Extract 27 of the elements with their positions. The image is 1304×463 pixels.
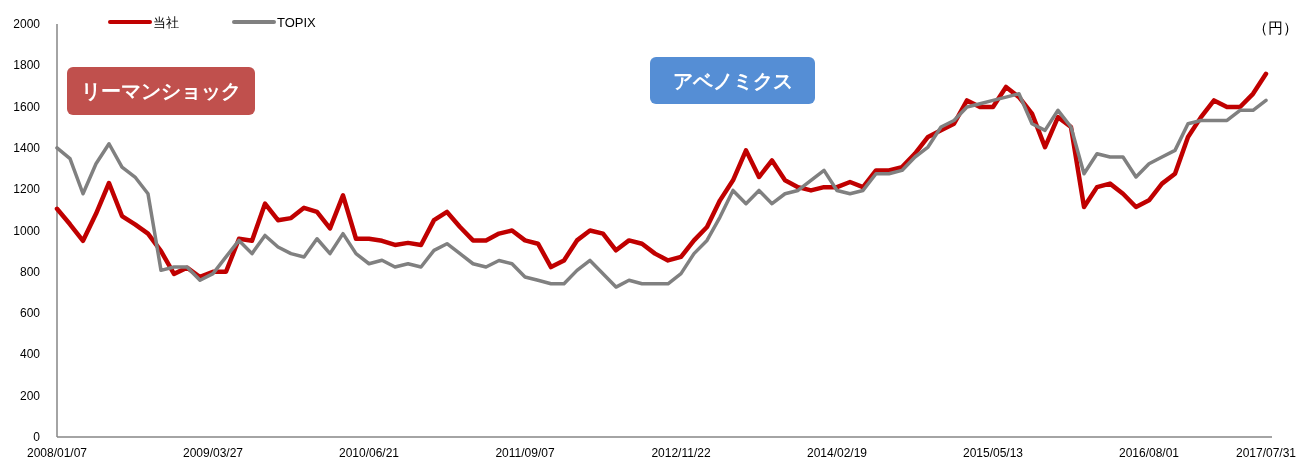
x-tick-label: 2012/11/22	[651, 446, 711, 460]
y-tick-label: 0	[33, 430, 41, 444]
x-tick-label: 2014/02/19	[806, 446, 868, 460]
legend-label: 当社	[153, 15, 179, 30]
x-tick-label: 2009/03/27	[182, 446, 244, 460]
y-tick-label: 800	[19, 264, 41, 279]
y-axis-title: （円）	[1253, 19, 1298, 36]
y-tick-label: 200	[19, 388, 41, 403]
annotation: リーマンショック	[81, 80, 241, 102]
y-tick-label: 1200	[13, 182, 41, 197]
legend-label: TOPIX	[277, 15, 317, 30]
x-tick-label: 2015/05/13	[962, 446, 1024, 460]
x-tick-label: 2017/07/31	[1235, 446, 1297, 460]
y-tick-label: 1800	[13, 58, 41, 73]
y-tick-label: 1600	[13, 99, 41, 114]
y-tick-label: 2000	[13, 17, 41, 31]
annotation: アベノミクス	[650, 57, 815, 104]
x-tick-label: 2008/01/07	[26, 446, 88, 460]
y-tick-label: 400	[19, 347, 41, 362]
y-tick-label: 600	[19, 306, 41, 321]
annotation: リーマンショック	[67, 67, 255, 115]
x-tick-label: 2016/08/01	[1118, 446, 1180, 460]
x-tick-label: 2011/09/07	[495, 446, 555, 460]
y-tick-label: 1400	[13, 140, 41, 155]
annotation: アベノミクス	[672, 69, 793, 92]
y-tick-label: 1000	[13, 223, 41, 238]
x-tick-label: 2010/06/21	[338, 446, 400, 460]
